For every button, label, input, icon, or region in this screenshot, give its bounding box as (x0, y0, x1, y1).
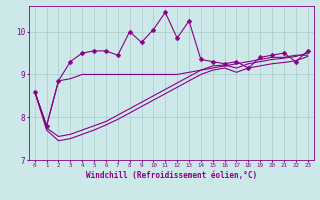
X-axis label: Windchill (Refroidissement éolien,°C): Windchill (Refroidissement éolien,°C) (86, 171, 257, 180)
